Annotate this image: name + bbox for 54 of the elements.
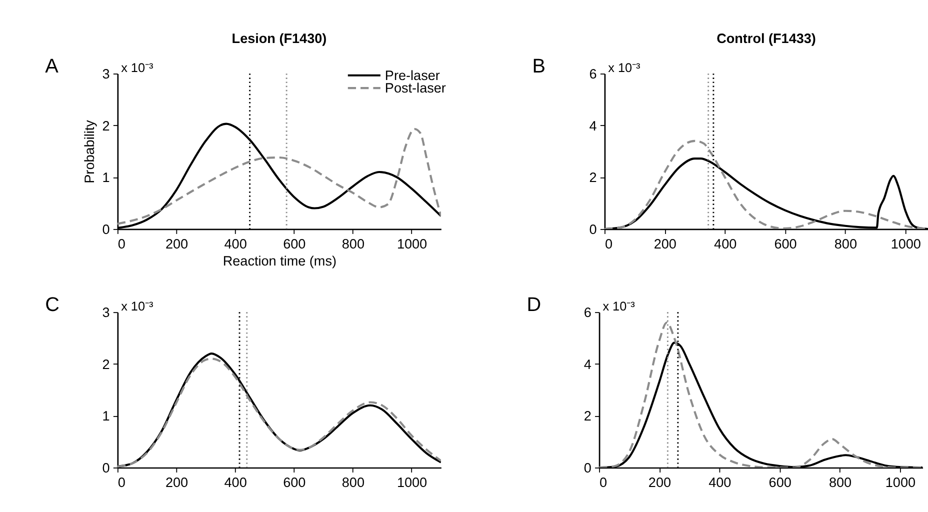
y-axis-title: Probability [82,120,98,184]
x-tick-label: 600 [283,236,306,252]
legend-label: Post-laser [384,80,446,96]
x-tick-label: 200 [165,236,188,252]
x-tick-label: 600 [283,474,306,490]
y-tick-label: 2 [589,170,597,186]
text: C [45,294,60,316]
text: D [526,294,542,316]
x-tick-label: 1000 [396,236,428,252]
y-tick-label: 0 [102,222,110,237]
annotation: x 10⁻³ [608,60,640,75]
y-tick-label: 6 [589,66,597,82]
annotation: x 10⁻³ [121,60,154,75]
x-tick-label: 400 [224,474,247,490]
x-tick-label: 200 [654,236,676,252]
y-tick-label: 2 [102,118,110,134]
x-tick-label: 800 [834,236,858,252]
legend-label: Pre-laser [384,68,440,83]
y-tick-label: 2 [102,356,110,372]
x-axis-title: Reaction time (ms) [222,254,336,269]
x-tick-label: 0 [600,474,608,490]
x-tick-label: 200 [165,474,188,490]
x-tick-label: 600 [768,474,792,490]
y-tick-label: 1 [102,408,110,424]
annotation: x 10⁻³ [602,299,635,314]
x-tick-label: 400 [708,474,732,490]
annotation: x 10⁻³ [121,299,154,314]
x-tick-label: 200 [648,474,672,490]
x-tick-label: 1000 [885,474,916,490]
y-tick-label: 1 [102,170,110,186]
x-tick-label: 0 [604,236,613,252]
y-tick-label: 3 [102,305,110,320]
x-tick-label: 400 [224,236,247,252]
x-tick-label: 800 [828,474,852,490]
x-tick-label: 1000 [396,474,428,490]
x-tick-label: 400 [714,236,737,252]
x-tick-label: 0 [118,236,126,252]
x-tick-label: 600 [774,236,797,252]
y-tick-label: 0 [589,222,597,237]
y-tick-label: 0 [102,460,110,476]
y-tick-label: 3 [102,66,110,82]
chart-title: Control (F1433) [716,30,816,46]
y-tick-label: 2 [584,408,592,424]
text: A [45,56,60,78]
y-tick-label: 0 [584,460,592,476]
y-tick-label: 6 [584,305,592,320]
x-tick-label: 1000 [890,236,921,252]
x-tick-label: 0 [118,474,126,490]
y-tick-label: 4 [584,356,592,372]
chart-title: Lesion (F1430) [232,30,327,46]
x-tick-label: 800 [342,236,364,252]
text: B [532,56,546,78]
x-tick-label: 800 [342,474,364,490]
y-tick-label: 4 [589,118,598,134]
